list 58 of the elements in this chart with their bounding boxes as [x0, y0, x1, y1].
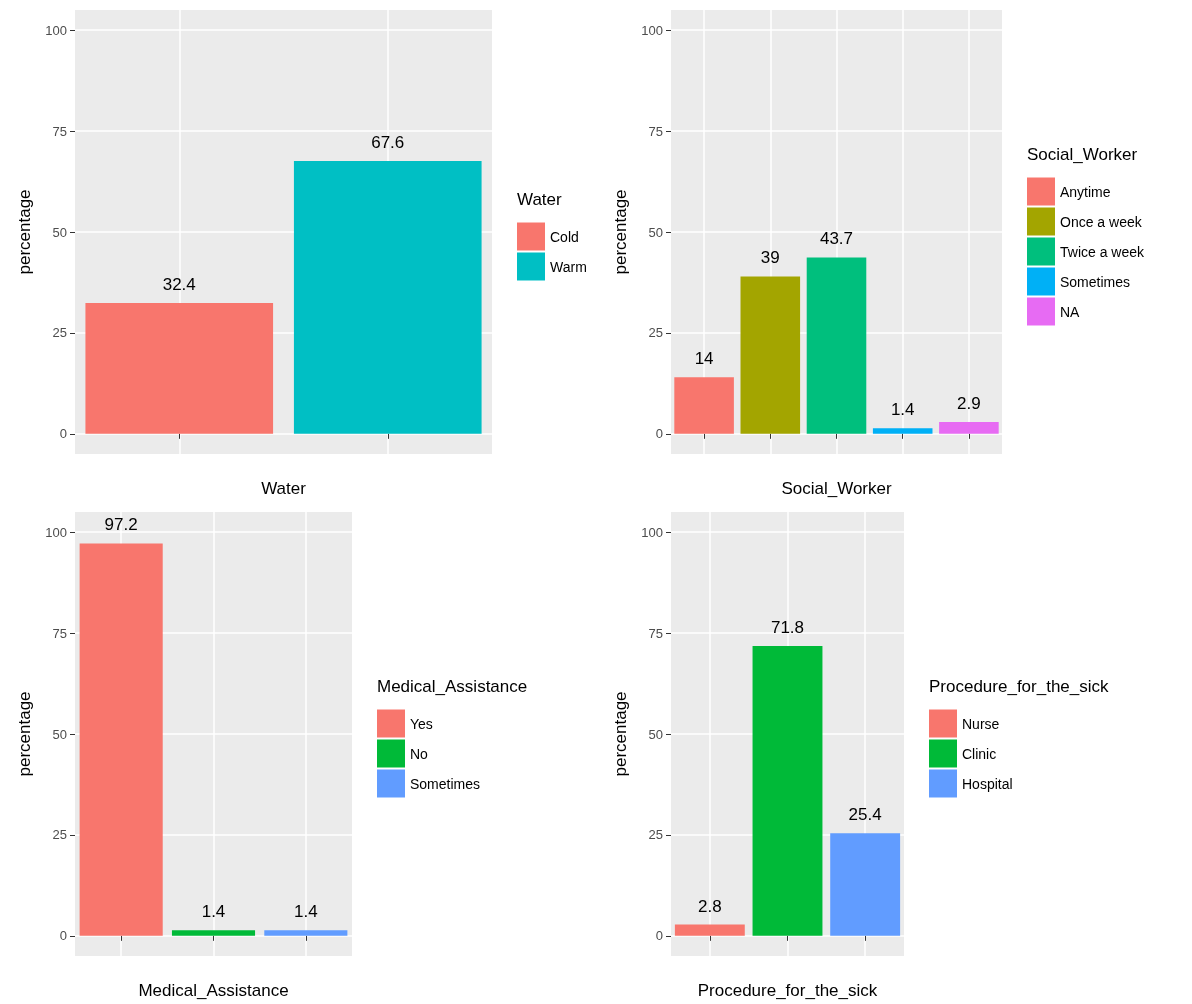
y-tick-label: 100 [45, 524, 67, 540]
y-tick-label: 75 [648, 625, 663, 641]
y-axis-title: percentage [15, 189, 34, 275]
y-tick-label: 0 [655, 426, 663, 442]
legend-title: Medical_Assistance [377, 676, 528, 696]
legend-label: Anytime [1060, 183, 1111, 200]
legend-label: Hospital [962, 775, 1013, 792]
data-label: 71.8 [770, 618, 805, 638]
y-tick-label: 0 [655, 928, 663, 944]
data-label: 43.7 [819, 229, 854, 249]
y-tick-label: 50 [52, 726, 67, 742]
y-tick-label: 50 [648, 224, 663, 240]
y-tick-label: 75 [52, 123, 67, 139]
y-tick-label: 25 [52, 325, 67, 341]
y-tick-label: 50 [52, 224, 67, 240]
y-axis-title: percentage [611, 189, 630, 275]
legend-label: Once a week [1060, 213, 1143, 230]
x-axis-title: Medical_Assistance [138, 981, 289, 1000]
legend-label: Clinic [962, 745, 997, 762]
x-axis-title: Water [261, 479, 307, 498]
data-label: 1.4 [890, 400, 915, 420]
data-label: 2.9 [957, 394, 981, 414]
legend-label: Sometimes [410, 775, 481, 792]
legend-title: Social_Worker [1027, 144, 1138, 164]
data-label: 97.2 [104, 515, 138, 535]
data-label: 2.8 [698, 896, 722, 916]
y-axis-title: percentage [15, 691, 34, 777]
data-label: 67.6 [371, 132, 405, 152]
y-tick-label: 25 [648, 325, 663, 341]
y-tick-label: 100 [641, 524, 663, 540]
y-tick-label: 100 [641, 22, 663, 38]
legend-label: Warm [550, 258, 587, 275]
y-tick-label: 100 [45, 22, 67, 38]
data-label: 14 [694, 349, 714, 369]
y-tick-label: 25 [52, 827, 67, 843]
legend-label: Twice a week [1060, 243, 1146, 260]
legend-label: No [410, 745, 429, 762]
y-tick-label: 75 [52, 625, 67, 641]
legend-label: Sometimes [1060, 273, 1131, 290]
legend-label: Yes [410, 715, 433, 732]
y-tick-label: 50 [648, 726, 663, 742]
data-label: 1.4 [201, 902, 226, 922]
legend-label: NA [1060, 303, 1081, 320]
legend-label: Cold [550, 228, 579, 245]
legend-label: Nurse [962, 715, 1000, 732]
y-tick-label: 0 [59, 928, 67, 944]
legend-title: Water [517, 189, 563, 209]
y-tick-label: 75 [648, 123, 663, 139]
legend-title: Procedure_for_the_sick [929, 676, 1110, 696]
data-label: 39 [760, 248, 780, 268]
data-label: 32.4 [162, 275, 196, 295]
data-label: 1.4 [294, 902, 318, 922]
y-tick-label: 0 [59, 426, 67, 442]
y-tick-label: 25 [648, 827, 663, 843]
x-axis-title: Procedure_for_the_sick [697, 981, 878, 1000]
y-axis-title: percentage [611, 691, 630, 777]
x-axis-title: Social_Worker [781, 479, 892, 498]
data-label: 25.4 [848, 805, 882, 825]
